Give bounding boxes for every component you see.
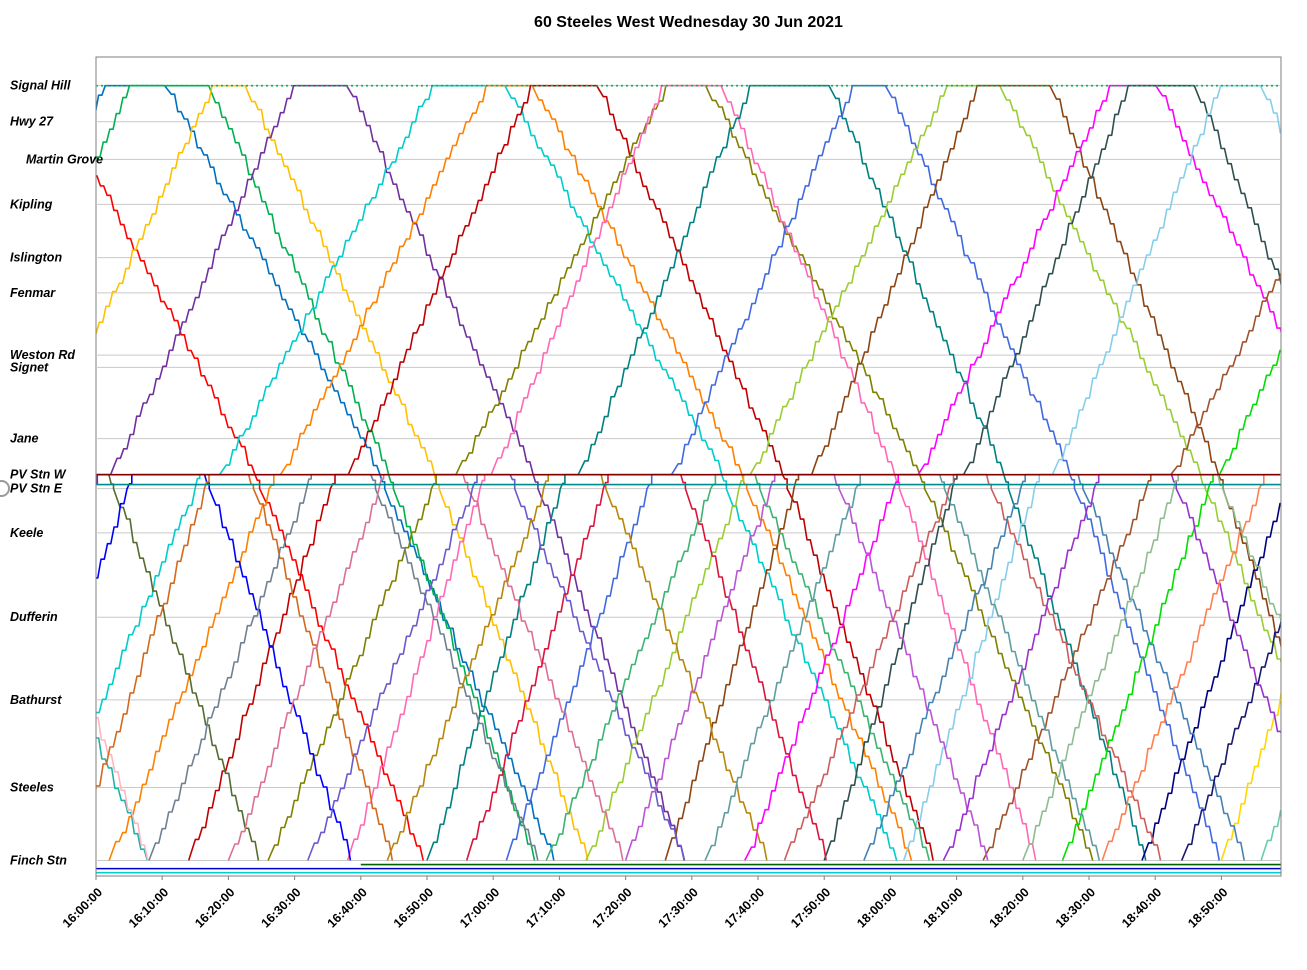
y-axis-station-label: Jane: [10, 432, 39, 446]
vehicle-trip-line: [1061, 349, 1281, 861]
vehicle-trip-line: [823, 84, 1281, 861]
vehicle-trip-line: [426, 84, 1147, 861]
chart-title: 60 Steeles West Wednesday 30 Jun 2021: [534, 14, 843, 31]
y-axis-station-label: Signet: [10, 360, 49, 374]
x-axis-time-label: 16:50:00: [391, 885, 436, 930]
x-axis-time-label: 18:30:00: [1053, 885, 1098, 930]
y-axis-station-label: Bathurst: [10, 693, 62, 707]
vehicle-trip-line: [982, 272, 1281, 861]
x-axis-time-label: 16:00:00: [60, 885, 105, 930]
y-axis-station-label: Martin Grove: [26, 152, 103, 166]
y-axis-station-label: Hwy 27: [10, 115, 54, 129]
vehicle-trip-line: [783, 473, 1162, 861]
x-axis-time-label: 18:00:00: [854, 885, 899, 930]
y-axis-station-label: Dufferin: [10, 610, 58, 624]
x-axis-time-label: 18:50:00: [1185, 885, 1230, 930]
y-axis-station-label: Steeles: [10, 781, 54, 795]
x-axis-time-label: 18:10:00: [920, 885, 965, 930]
trip-lines: [96, 84, 1281, 874]
y-axis-station-label: Islington: [10, 251, 62, 265]
x-axis-time-label: 17:40:00: [722, 885, 767, 930]
x-axis-time-label: 17:00:00: [457, 885, 502, 930]
vehicle-trip-line: [96, 473, 260, 861]
x-axis-time-label: 16:20:00: [192, 885, 237, 930]
x-axis-time-label: 17:30:00: [656, 885, 701, 930]
vehicle-trip-line: [96, 84, 898, 861]
y-axis-station-label: Signal Hill: [10, 79, 71, 93]
vehicle-trip-line: [96, 473, 394, 861]
vehicle-trip-line: [505, 84, 1220, 861]
x-axis-time-label: 18:40:00: [1119, 885, 1164, 930]
vehicle-trip-line: [307, 473, 685, 861]
vehicle-trip-line: [96, 717, 149, 861]
vehicle-trip-line: [1101, 473, 1281, 861]
y-axis-station-label: PV Stn W: [10, 468, 67, 482]
x-axis-time-label: 17:20:00: [589, 885, 634, 930]
x-axis-time-label: 16:10:00: [126, 885, 171, 930]
y-axis-station-label: Weston Rd: [10, 348, 75, 362]
vehicle-trip-line: [108, 84, 913, 861]
y-axis-station-label: Fenmar: [10, 286, 56, 300]
vehicle-trip-line: [1180, 620, 1281, 861]
vehicle-trip-line: [148, 473, 539, 861]
y-axis-station-label: PV Stn E: [10, 482, 63, 496]
vehicle-trip-line: [545, 473, 930, 861]
x-axis-time-label: 16:40:00: [325, 885, 370, 930]
x-axis-time-label: 18:20:00: [987, 885, 1032, 930]
left-edge-circle-icon: [0, 480, 10, 497]
y-axis-station-label: Kipling: [10, 197, 53, 211]
vehicle-trip-line: [96, 84, 536, 861]
x-axis-time-label: 17:50:00: [788, 885, 833, 930]
x-axis-time-label: 17:10:00: [523, 885, 568, 930]
vehicle-trip-line: [902, 84, 1281, 861]
plot-area: [95, 56, 1282, 877]
y-axis-station-label: Finch Stn: [10, 853, 67, 867]
x-axis-time-label: 16:30:00: [258, 885, 303, 930]
vehicle-trip-line: [664, 84, 1281, 861]
vehicle-trip-line: [96, 84, 589, 861]
y-axis-station-label: Keele: [10, 526, 43, 540]
